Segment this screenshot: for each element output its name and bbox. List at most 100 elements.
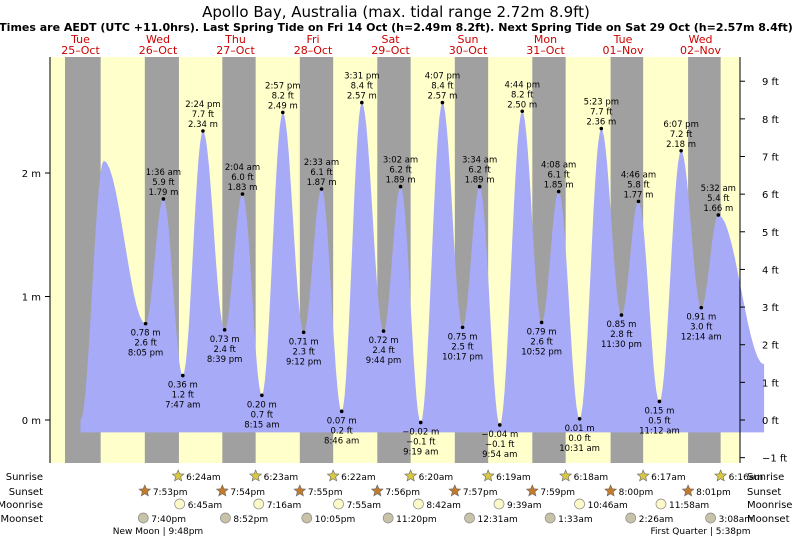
sunrise-time: 6:17am — [651, 473, 686, 483]
extreme-label: 2.5 ft — [451, 342, 474, 352]
sunrise-row-label-left: Sunrise — [6, 472, 43, 483]
extreme-label: 1.66 m — [703, 204, 733, 214]
extreme-label: 10:52 pm — [521, 347, 562, 357]
extreme-label: 0.0 ft — [568, 434, 591, 444]
extreme-label: 0.5 ft — [648, 416, 671, 426]
moonrise-icon — [174, 498, 186, 510]
tide-extreme-labels: 0.78 m2.6 ft8:05 pm1:36 am5.9 ft1.79 m0.… — [128, 72, 736, 460]
extreme-dot — [339, 409, 344, 414]
extreme-label: 5:23 pm — [584, 98, 619, 108]
moonrise-time: 6:45am — [188, 501, 223, 511]
extreme-label: 2.4 ft — [372, 346, 395, 356]
sunrise-time: 6:16am — [729, 473, 764, 483]
extreme-dot — [161, 197, 166, 201]
moonset-row-label-right: Moonset — [747, 514, 790, 525]
moonset-icon — [544, 512, 556, 524]
moonset-time: 2:26am — [639, 515, 674, 525]
moonrise-icon — [655, 498, 667, 510]
moonset-time: 3:08am — [719, 515, 754, 525]
extreme-label: 0.15 m — [644, 406, 674, 416]
sun-star-icon — [525, 484, 539, 497]
extreme-label: 6.2 ft — [468, 166, 491, 176]
axes: 0 m 1 m 2 m −1 ft 0 ft 1 ft 2 ft 3 ft 4 ft 5 ft 6 … — [22, 57, 787, 465]
moonrise-icon — [493, 498, 505, 510]
extreme-label: 10:31 am — [559, 444, 600, 454]
extreme-label: 6.1 ft — [310, 168, 333, 178]
extreme-label: 2.50 m — [507, 100, 537, 110]
extreme-label: 5.9 ft — [152, 178, 175, 188]
sun-star-icon — [249, 469, 263, 482]
extreme-dot — [699, 305, 704, 310]
sun-star-icon — [681, 484, 695, 497]
sunset-row-label-left: Sunset — [9, 487, 43, 498]
extreme-dot — [440, 100, 445, 105]
extreme-label: 0.7 ft — [251, 410, 274, 420]
extreme-label: 1.87 m — [307, 178, 337, 188]
left-tick-label: 1 m — [22, 293, 41, 304]
sunset-time: 7:59pm — [540, 488, 575, 498]
extreme-label: 0.75 m — [448, 332, 478, 342]
sunrise-time: 6:18am — [574, 473, 609, 483]
moonset-icon — [382, 512, 394, 524]
moon-phase-label: New Moon | 9:48pm — [113, 527, 203, 537]
sun-star-icon — [293, 484, 307, 497]
extreme-label: 9:12 pm — [286, 357, 321, 367]
sun-star-icon — [138, 484, 152, 497]
chart-subtitle: Times are AEDT (UTC +11.0hrs). Last Spri… — [0, 21, 793, 34]
extreme-dot — [636, 199, 641, 204]
right-tick-label: 3 ft — [762, 303, 779, 314]
sunset-time: 8:00pm — [619, 488, 654, 498]
moonset-icon — [137, 512, 149, 524]
extreme-label: 0.2 ft — [330, 426, 353, 436]
day-name: Wed — [146, 33, 170, 46]
extreme-label: 5.8 ft — [627, 180, 650, 190]
extreme-dot — [360, 100, 364, 105]
extreme-label: 0.85 m — [606, 320, 636, 330]
extreme-dot — [619, 313, 624, 317]
moonset-time: 8:52pm — [233, 515, 268, 525]
moonset-icon — [625, 512, 637, 524]
moonrise-time: 9:39am — [507, 501, 542, 511]
moonrise-time: 7:16am — [267, 501, 302, 511]
day-name: Wed — [689, 33, 713, 46]
right-tick-label: 7 ft — [762, 153, 779, 164]
day-date: 02–Nov — [680, 44, 721, 57]
extreme-label: 9:54 am — [482, 450, 517, 460]
extreme-label: 8.4 ft — [431, 82, 454, 92]
extreme-label: −0.1 ft — [485, 440, 515, 450]
extreme-label: 1.83 m — [228, 183, 258, 193]
extreme-label: 5.4 ft — [707, 194, 730, 204]
moonrise-icon — [333, 498, 344, 510]
sun-star-icon — [215, 484, 229, 497]
extreme-label: 4:46 am — [621, 170, 656, 180]
extreme-label: −0.04 m — [481, 430, 518, 440]
extreme-label: 0.73 m — [210, 335, 240, 345]
extreme-label: 8:15 am — [244, 420, 279, 430]
moonset-time: 11:20pm — [396, 515, 436, 525]
extreme-dot — [577, 416, 582, 421]
right-tick-label: 4 ft — [762, 265, 779, 276]
extreme-label: 7:47 am — [165, 401, 200, 411]
extreme-label: 2.6 ft — [530, 337, 553, 347]
extreme-label: 3:34 am — [462, 156, 497, 166]
sunrise-time: 6:19am — [496, 473, 531, 483]
moonrise-row-label-left: Moonrise — [0, 500, 43, 511]
moonset-time: 12:31am — [478, 515, 518, 525]
extreme-dot — [556, 189, 561, 194]
extreme-label: 6.2 ft — [389, 166, 412, 176]
extreme-label: 8.4 ft — [351, 82, 374, 92]
extreme-label: 3.0 ft — [690, 323, 713, 333]
day-date: 27–Oct — [216, 44, 255, 57]
sunrise-row-label-right: Sunrise — [747, 472, 784, 483]
sun-moon-events: Sunrise Sunrise 6:24am 6:23am 6:22am 6:20am 6:… — [0, 469, 792, 537]
extreme-label: 1.79 m — [148, 188, 178, 198]
day-name: Sun — [458, 33, 479, 46]
extreme-label: 9:44 pm — [366, 356, 401, 366]
extreme-label: 0.71 m — [289, 337, 319, 347]
extreme-dot — [657, 399, 662, 404]
sunset-time: 7:55pm — [308, 488, 343, 498]
extreme-label: 10:17 pm — [442, 352, 483, 362]
sun-star-icon — [559, 469, 573, 482]
extreme-label: 12:14 am — [681, 333, 722, 343]
extreme-label: 11:30 pm — [601, 340, 642, 350]
